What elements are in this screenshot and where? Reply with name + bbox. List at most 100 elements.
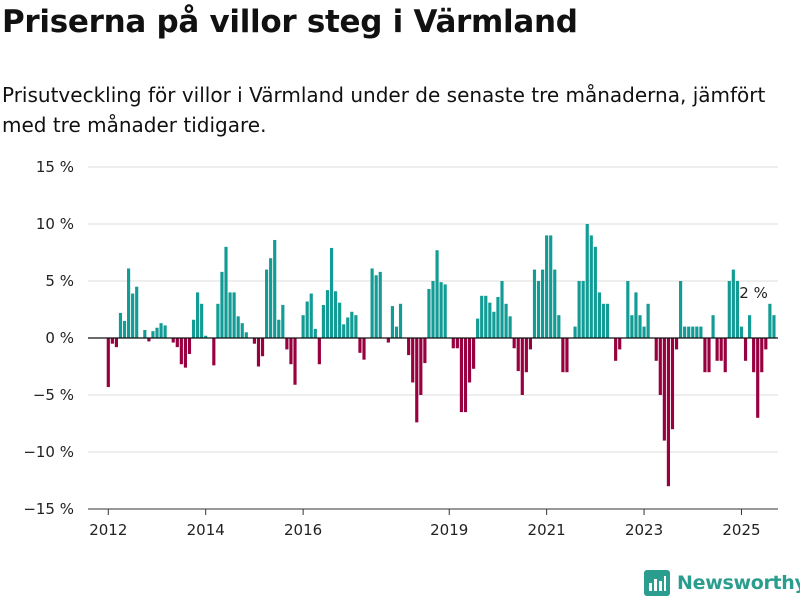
bar [427, 288, 431, 338]
bar [626, 281, 630, 338]
bar [277, 319, 281, 338]
bar [135, 286, 139, 338]
bar [601, 303, 606, 338]
bars [106, 224, 776, 487]
x-tick-label: 2014 [187, 521, 225, 539]
bar [451, 338, 455, 349]
bar [358, 338, 362, 353]
bar [565, 338, 569, 373]
bar [443, 284, 447, 338]
bar [183, 338, 187, 368]
bar [212, 338, 216, 366]
bar-chart-icon [644, 570, 670, 596]
brand-name: Newsworthy [677, 572, 800, 594]
bar [179, 338, 183, 365]
bar [273, 239, 277, 338]
bar [662, 338, 666, 441]
bar [577, 281, 581, 338]
bar [155, 327, 159, 338]
bar [317, 338, 321, 365]
bar [200, 303, 204, 338]
bar [658, 338, 662, 395]
bar [325, 290, 330, 338]
y-tick-label: 15 % [36, 158, 74, 176]
bar [492, 311, 496, 338]
bar [735, 281, 739, 338]
bar [236, 316, 240, 338]
bar [435, 250, 439, 338]
bar [715, 338, 719, 361]
bar [520, 338, 524, 395]
bar [191, 319, 196, 338]
bar [597, 292, 601, 338]
bar [309, 293, 313, 338]
bar [260, 338, 265, 357]
bar [334, 291, 338, 338]
bar [760, 338, 764, 373]
bar [557, 315, 561, 338]
x-tick-label: 2016 [284, 521, 322, 539]
bar [707, 338, 711, 373]
bar [549, 235, 553, 338]
bar [687, 326, 691, 338]
bar [642, 326, 646, 338]
bar [605, 303, 610, 338]
bar [240, 323, 244, 338]
bar [127, 268, 131, 338]
bar [731, 269, 735, 338]
bar [670, 338, 675, 430]
bar [545, 235, 549, 338]
bar [752, 338, 756, 373]
bar [293, 338, 297, 385]
bar [256, 338, 261, 367]
bar [354, 315, 358, 338]
bar [553, 269, 557, 338]
bar [362, 338, 366, 360]
bar [768, 303, 772, 338]
bar [342, 324, 346, 338]
bar [739, 326, 744, 338]
bar [163, 325, 167, 338]
bar [743, 338, 748, 361]
bar [378, 271, 382, 338]
bar [634, 292, 638, 338]
bar [573, 326, 577, 338]
bar [285, 338, 289, 350]
bar [329, 247, 334, 338]
x-tick-label: 2012 [89, 521, 127, 539]
bar [289, 338, 293, 365]
bar [723, 338, 727, 373]
x-tick-label: 2025 [722, 521, 760, 539]
bar [589, 235, 593, 338]
bar [106, 338, 110, 388]
bar [390, 306, 394, 338]
bar [171, 338, 175, 343]
bar [638, 315, 642, 338]
bar [459, 338, 463, 413]
bar [614, 338, 618, 361]
bar [691, 326, 695, 338]
bar [159, 323, 163, 338]
bar [370, 268, 374, 338]
y-axis-ticks: 15 % 10 % 5 % 0 % −5 % −10 % −15 % [23, 158, 74, 518]
bar [536, 281, 541, 338]
bar [338, 302, 342, 338]
bar [756, 338, 760, 418]
bar [528, 338, 532, 350]
chart-subtitle: Prisutveckling för villor i Värmland und… [2, 83, 766, 137]
bar [301, 315, 305, 338]
bar [423, 338, 427, 364]
bar [114, 338, 118, 348]
bar [131, 293, 135, 338]
x-axis-ticks: 2012 2014 2016 2019 2021 2023 2025 [89, 509, 761, 539]
bar [674, 338, 679, 350]
y-tick-label: 0 % [45, 329, 74, 347]
y-tick-label: −10 % [23, 443, 74, 461]
bar [561, 338, 565, 373]
bar [711, 315, 715, 338]
bar [419, 338, 423, 395]
y-tick-label: −15 % [23, 500, 74, 518]
bar [386, 338, 390, 343]
newsworthy-logo: Newsworthy [644, 570, 800, 596]
